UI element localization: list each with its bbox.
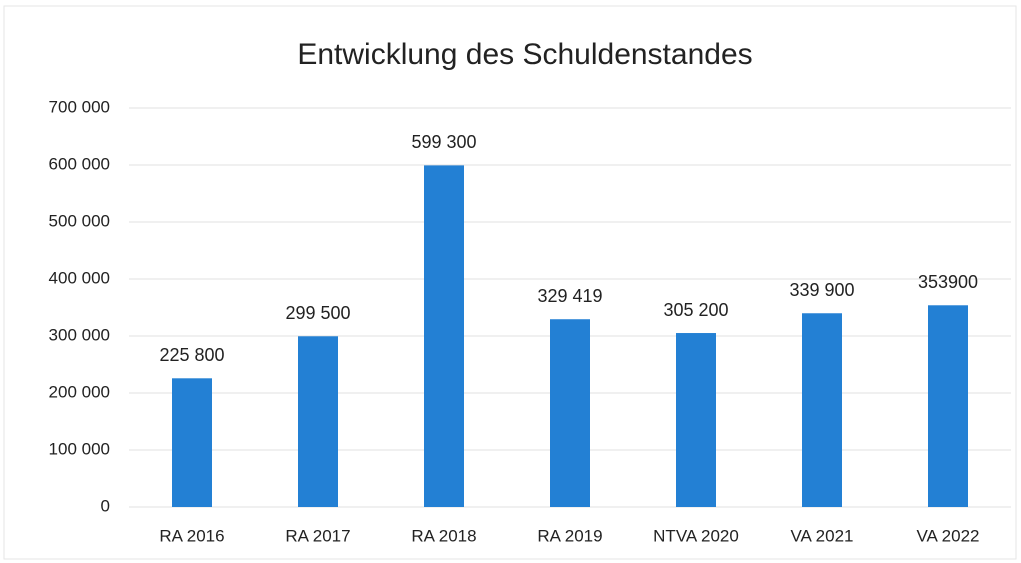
bar [550,319,590,507]
y-tick-label: 300 000 [49,325,110,344]
data-label: 353900 [918,272,978,292]
x-tick-label: RA 2017 [285,526,350,545]
bar [424,165,464,508]
data-label: 305 200 [663,300,728,320]
y-tick-label: 400 000 [49,268,110,287]
chart-title: Entwicklung des Schuldenstandes [297,38,752,71]
x-tick-label: RA 2019 [537,526,602,545]
chart-border [3,5,1017,560]
bar [802,313,842,507]
y-tick-label: 700 000 [49,97,110,116]
bar [676,333,716,507]
bar [298,336,338,507]
x-tick-label: VA 2021 [790,526,853,545]
data-label: 329 419 [537,286,602,306]
y-tick-label: 200 000 [49,382,110,401]
bar [172,378,212,507]
x-tick-label: NTVA 2020 [653,526,739,545]
y-tick-label: 500 000 [49,211,110,230]
data-label: 599 300 [411,132,476,152]
data-label: 225 800 [159,345,224,365]
data-label: 339 900 [789,280,854,300]
y-tick-label: 0 [101,496,110,515]
bar [928,305,968,507]
data-label: 299 500 [285,303,350,323]
x-tick-label: RA 2018 [411,526,476,545]
y-tick-label: 100 000 [49,439,110,458]
x-tick-label: RA 2016 [159,526,224,545]
y-tick-label: 600 000 [49,154,110,173]
x-tick-label: VA 2022 [916,526,979,545]
